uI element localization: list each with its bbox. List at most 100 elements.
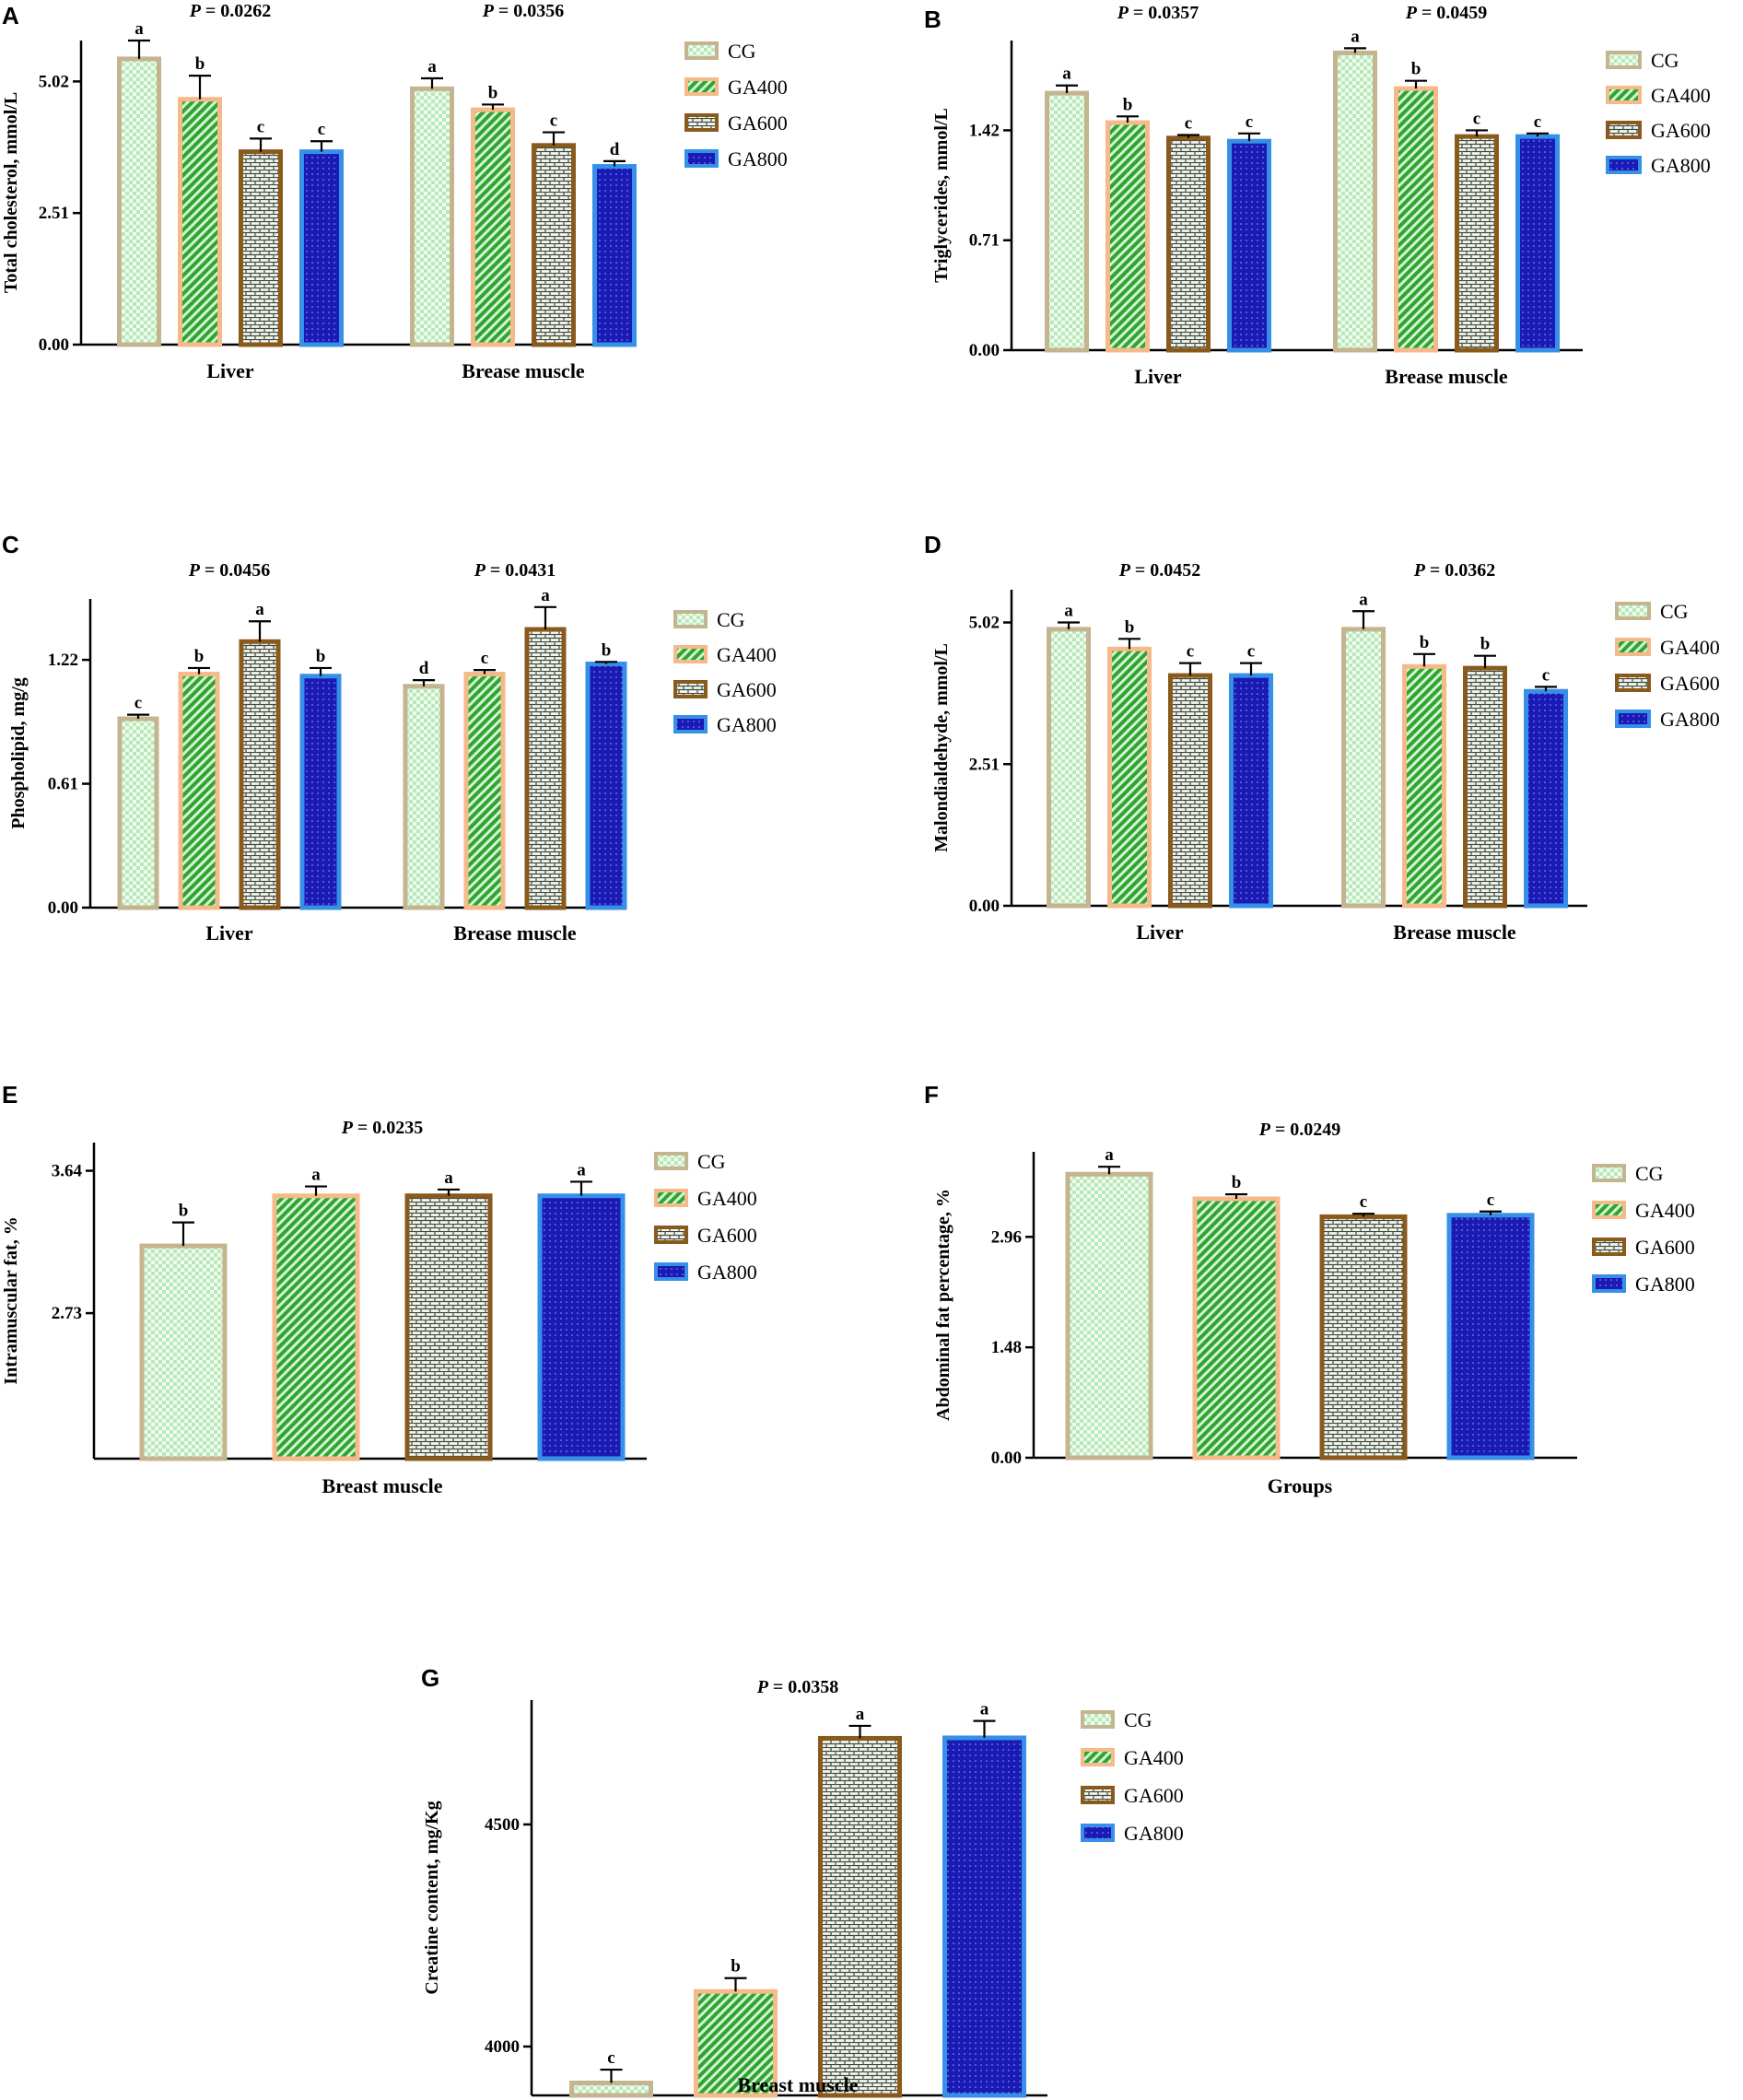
y-tick-label: 2.73 <box>52 1304 82 1323</box>
bar-cg-liver <box>117 716 159 910</box>
error-bar <box>1405 79 1427 89</box>
legend-swatch-ga800 <box>1606 156 1642 174</box>
error-bar <box>127 713 149 720</box>
x-category-label: Brease muscle <box>1393 921 1516 944</box>
significance-letter: b <box>1123 95 1133 114</box>
panel-letter: A <box>2 2 19 29</box>
error-bar <box>1527 132 1549 137</box>
legend-swatch-ga800 <box>684 149 719 168</box>
legend-swatch-ga400 <box>684 77 719 96</box>
significance-letter: c <box>481 649 488 668</box>
bar-ga800-breast-muscle <box>942 1735 1026 2098</box>
significance-letter: c <box>1487 1191 1494 1210</box>
significance-letter: b <box>316 647 326 666</box>
legend-swatch-ga400 <box>1081 1748 1115 1766</box>
error-bar <box>482 103 504 111</box>
y-tick-label: 0.61 <box>48 775 78 794</box>
significance-letter: c <box>1187 642 1194 662</box>
error-bar <box>474 669 496 675</box>
bar-ga600-brease-muscle <box>524 627 567 910</box>
legend-swatch-ga400 <box>1592 1201 1626 1219</box>
bar-ga400-liver <box>178 97 222 347</box>
legend-swatch-ga400 <box>654 1189 688 1207</box>
x-category-label: Liver <box>1136 921 1184 944</box>
legend-label: CG <box>1651 49 1679 72</box>
bar-ga600-brease-muscle <box>1463 665 1507 909</box>
bar-ga600-breast-muscle <box>404 1193 493 1461</box>
legend-swatch-ga600 <box>1615 674 1651 692</box>
legend-swatch-cg <box>1592 1164 1626 1182</box>
legend-swatch-ga600 <box>684 113 719 132</box>
bar-cg-brease-muscle <box>403 684 445 910</box>
bar-cg-breast-muscle <box>569 2081 653 2098</box>
legend-label: GA400 <box>728 76 788 99</box>
y-tick-label: 5.02 <box>969 614 1000 633</box>
significance-letter: a <box>1351 27 1360 46</box>
legend-swatch-ga600 <box>1081 1786 1115 1804</box>
significance-letter: a <box>1062 65 1071 84</box>
legend-label: GA400 <box>1660 636 1720 659</box>
legend: CG GA400 GA600 GA800 <box>673 608 777 736</box>
error-bar <box>1352 1213 1375 1217</box>
legend-swatch-cg <box>673 610 708 628</box>
error-bar <box>1179 662 1201 676</box>
significance-letter: d <box>419 659 429 678</box>
chart-panel-a: A 0.00 2.51 5.02 Total cholesterol, mmol/L a b… <box>1 1 788 382</box>
significance-letter: d <box>610 140 620 159</box>
error-bar <box>421 76 443 89</box>
chart-panel-d: D 0.00 2.51 5.02 Malondialdehyde, mmol/L a b c c… <box>924 531 1720 944</box>
bar-cg-brease-muscle <box>1341 627 1386 909</box>
significance-letter: a <box>444 1168 453 1188</box>
legend-swatch-ga800 <box>1615 710 1651 728</box>
chart-panel-c: C 0.00 0.61 1.22 Phospholipid, mg/g c b a b Liver… <box>2 531 777 944</box>
y-tick-label: 4000 <box>485 2037 520 2057</box>
chart-panel-e: E 2.73 3.64 Intramuscular fat, % b a a a Breast … <box>1 1081 757 1497</box>
x-category-label: Brease muscle <box>1385 365 1508 388</box>
bar-ga800-liver <box>299 149 344 347</box>
significance-letter: a <box>577 1160 586 1179</box>
significance-letter: c <box>1473 109 1480 128</box>
y-tick-label: 0.71 <box>969 231 1000 251</box>
significance-letter: c <box>1534 112 1541 132</box>
legend-label: GA400 <box>1651 84 1711 107</box>
x-category-label: Breast muscle <box>738 2073 859 2096</box>
error-bar <box>1535 686 1557 692</box>
legend: CG GA400 GA600 GA800 <box>1606 49 1711 177</box>
error-bar <box>534 605 556 630</box>
error-bar <box>603 159 626 167</box>
error-bar <box>595 661 617 664</box>
p-value: P = 0.0249 <box>1258 1120 1341 1140</box>
panel-letter: F <box>924 1081 939 1109</box>
x-category-label: Liver <box>1134 365 1182 388</box>
p-value: P = 0.0456 <box>188 560 271 581</box>
legend-label: GA600 <box>1660 672 1720 695</box>
significance-letter: a <box>427 57 437 76</box>
bar-ga400-liver <box>178 672 220 910</box>
legend-label: GA800 <box>1660 708 1720 731</box>
panel-letter: G <box>421 1664 439 1692</box>
error-bar <box>1240 662 1262 676</box>
p-value: P = 0.0358 <box>756 1677 839 1697</box>
error-bar <box>172 1221 194 1247</box>
legend-swatch-ga600 <box>1606 121 1642 139</box>
legend-swatch-ga800 <box>1592 1274 1626 1293</box>
legend-swatch-cg <box>1606 51 1642 69</box>
y-axis-label: Abdominal fat percentage, % <box>933 1189 953 1421</box>
legend: CG GA400 GA600 GA800 <box>1081 1708 1184 1845</box>
significance-letter: a <box>1105 1145 1114 1165</box>
legend-swatch-ga400 <box>1615 638 1651 656</box>
bar-ga600-groups <box>1319 1214 1408 1461</box>
p-value: P = 0.0362 <box>1413 560 1496 581</box>
error-bar <box>250 137 272 152</box>
bar-ga400-breast-muscle <box>694 1989 778 2098</box>
p-value: P = 0.0431 <box>474 560 556 581</box>
significance-letter: c <box>257 117 264 136</box>
legend-label: CG <box>717 608 745 631</box>
significance-letter: a <box>541 586 550 605</box>
bar-cg-liver <box>117 56 161 347</box>
legend-label: GA800 <box>717 713 777 736</box>
significance-letter: b <box>195 54 205 74</box>
significance-letter: b <box>1232 1173 1242 1192</box>
legend-swatch-ga800 <box>1081 1824 1115 1842</box>
y-tick-label: 0.00 <box>969 341 1000 360</box>
